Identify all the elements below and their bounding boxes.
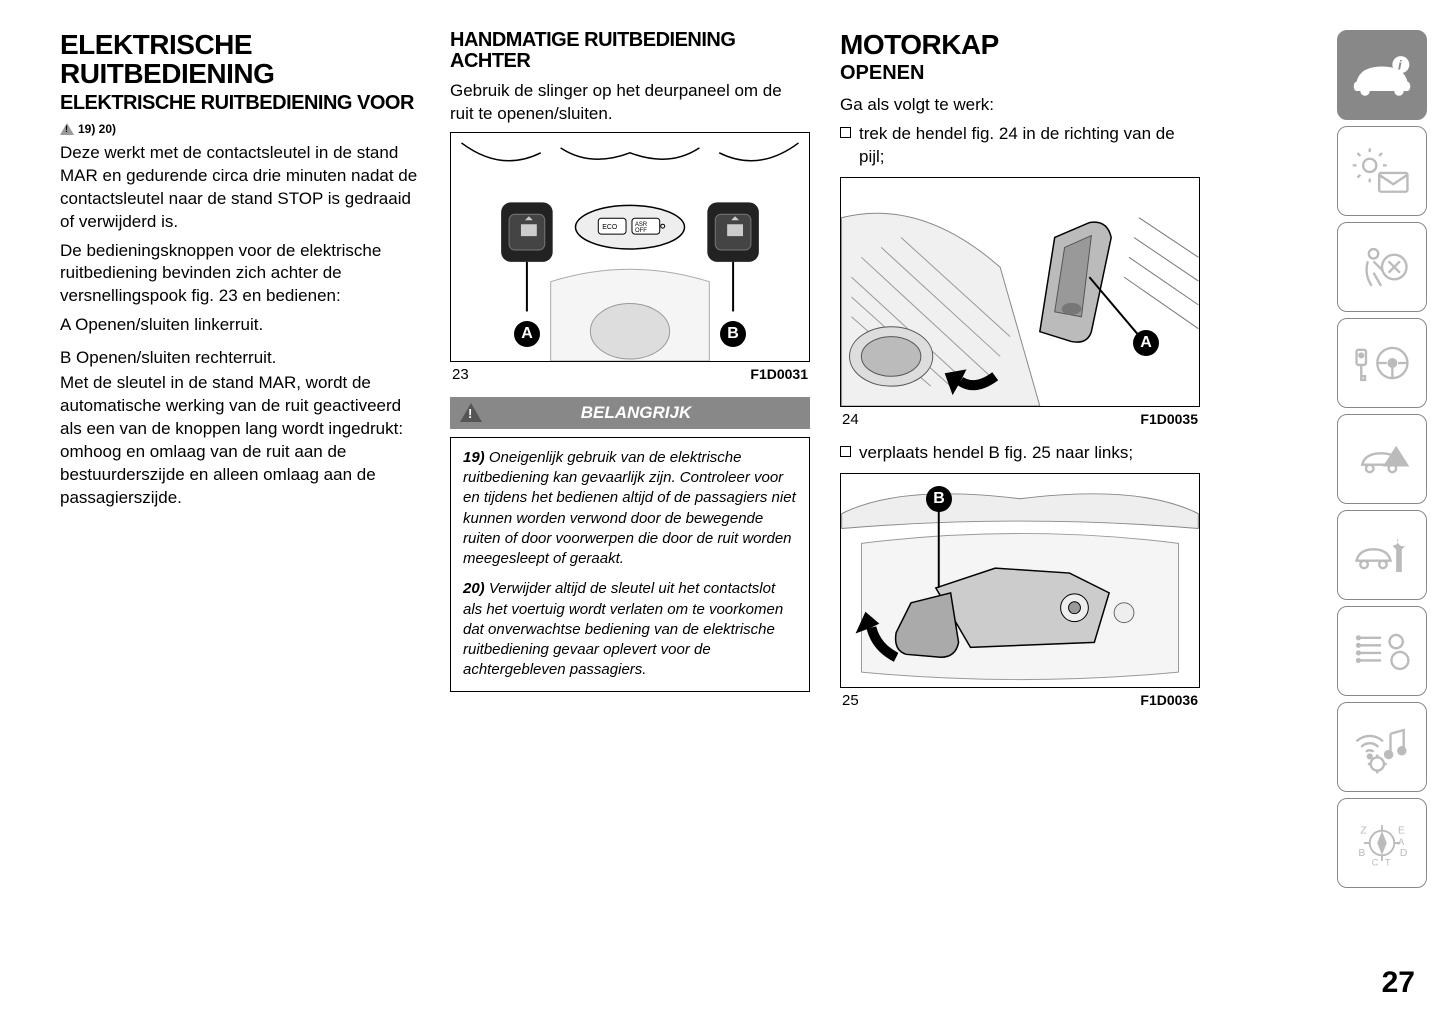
subheading-openen: OPENEN — [840, 63, 1200, 84]
item-a: A Openen/sluiten linkerruit. — [60, 314, 420, 337]
figure-24: A — [840, 177, 1200, 407]
svg-text:i: i — [1398, 57, 1402, 72]
svg-text:OFF: OFF — [635, 228, 647, 234]
bullet-2: verplaats hendel B fig. 25 naar links; — [840, 442, 1200, 465]
svg-text:A: A — [1398, 836, 1405, 847]
sidebar-wifi-music-icon[interactable] — [1337, 702, 1427, 792]
para-openen: Ga als volgt te werk: — [840, 94, 1200, 117]
sidebar-car-info-icon[interactable]: i — [1337, 30, 1427, 120]
figure-25-caption: 25 F1D0036 — [840, 692, 1200, 709]
figure-23: ECO ASR OFF A B — [450, 132, 810, 362]
heading-motorkap: MOTORKAP — [840, 30, 1200, 59]
svg-text:T: T — [1385, 857, 1391, 868]
fig25-num: 25 — [842, 692, 859, 709]
sidebar-compass-icon[interactable]: Z E B DA CT — [1337, 798, 1427, 888]
para-1: Deze werkt met de contactsleutel in de s… — [60, 142, 420, 234]
bullet-1-text: trek de hendel fig. 24 in de richting va… — [859, 123, 1200, 169]
bullet-icon — [840, 446, 851, 457]
important-label: BELANGRIJK — [502, 403, 800, 423]
label-b: B — [720, 321, 746, 347]
warning-icon — [60, 123, 74, 135]
figure-23-caption: 23 F1D0031 — [450, 366, 810, 383]
fig23-num: 23 — [452, 366, 469, 383]
svg-text:ECO: ECO — [602, 224, 618, 231]
sidebar-nav: i ! Z E B DA CT — [1337, 30, 1427, 888]
subheading-achter: HANDMATIGE RUITBEDIENING ACHTER — [450, 30, 810, 72]
note-19: 19) Oneigenlijk gebruik van de elektrisc… — [463, 448, 797, 570]
svg-text:Z: Z — [1360, 826, 1366, 837]
sidebar-car-warn-icon[interactable]: ! — [1337, 414, 1427, 504]
bullet-2-text: verplaats hendel B fig. 25 naar links; — [859, 442, 1133, 465]
label-b-25: B — [926, 486, 952, 512]
subheading-voor: ELEKTRISCHE RUITBEDIENING VOOR — [60, 93, 420, 114]
bullet-1: trek de hendel fig. 24 in de richting va… — [840, 123, 1200, 169]
svg-text:C: C — [1372, 857, 1379, 868]
warning-ref-text: 19) 20) — [78, 122, 116, 136]
sidebar-airbag-icon[interactable] — [1337, 222, 1427, 312]
figure-25: B — [840, 473, 1200, 688]
note-20: 20) Verwijder altijd de sleutel uit het … — [463, 579, 797, 680]
column-2: HANDMATIGE RUITBEDIENING ACHTER Gebruik … — [450, 30, 810, 1008]
warning-icon — [460, 403, 482, 422]
sidebar-light-mail-icon[interactable] — [1337, 126, 1427, 216]
item-b: B Openen/sluiten rechterruit. — [60, 347, 420, 370]
column-1: ELEKTRISCHE RUITBEDIENING ELEKTRISCHE RU… — [60, 30, 420, 1008]
page-number: 27 — [1382, 966, 1415, 1000]
warning-reference: 19) 20) — [60, 122, 420, 136]
svg-text:B: B — [1358, 848, 1365, 859]
para-3: Met de sleutel in de stand MAR, wordt de… — [60, 372, 420, 510]
svg-text:E: E — [1398, 826, 1405, 837]
fig24-num: 24 — [842, 411, 859, 428]
important-bar: BELANGRIJK — [450, 397, 810, 429]
para-2: De bedieningsknoppen voor de elektrische… — [60, 240, 420, 309]
svg-text:!: ! — [1393, 452, 1397, 466]
note-box: 19) Oneigenlijk gebruik van de elektrisc… — [450, 437, 810, 692]
fig25-code: F1D0036 — [1140, 692, 1198, 709]
sidebar-key-wheel-icon[interactable] — [1337, 318, 1427, 408]
svg-text:D: D — [1400, 848, 1407, 859]
fig23-code: F1D0031 — [750, 366, 808, 383]
column-3: MOTORKAP OPENEN Ga als volgt te werk: tr… — [840, 30, 1200, 1008]
heading-elektrische: ELEKTRISCHE RUITBEDIENING — [60, 30, 420, 89]
bullet-icon — [840, 127, 851, 138]
para-achter: Gebruik de slinger op het deurpaneel om … — [450, 80, 810, 126]
label-a: A — [514, 321, 540, 347]
sidebar-list-gear-icon[interactable] — [1337, 606, 1427, 696]
figure-24-caption: 24 F1D0035 — [840, 411, 1200, 428]
fig24-code: F1D0035 — [1140, 411, 1198, 428]
sidebar-car-wrench-icon[interactable] — [1337, 510, 1427, 600]
